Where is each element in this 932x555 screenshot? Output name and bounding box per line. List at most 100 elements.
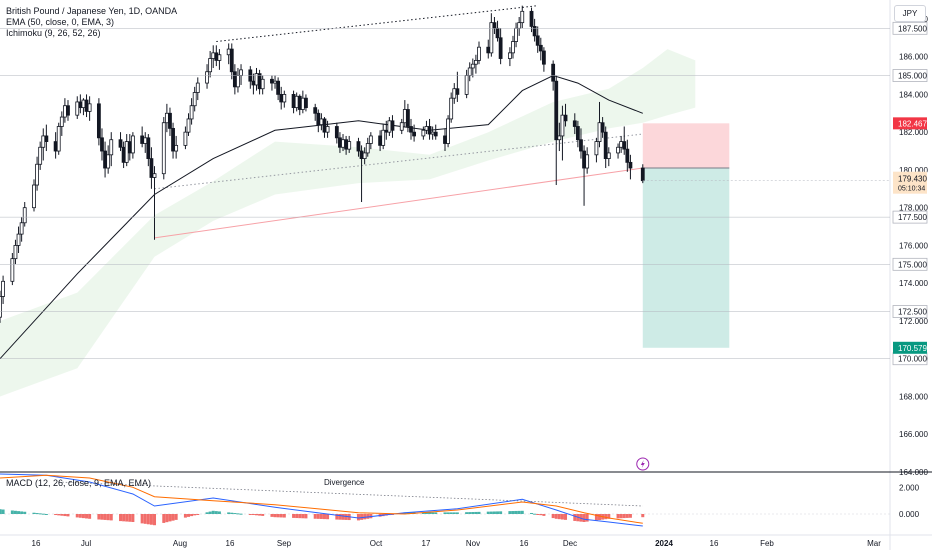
candle-body [616, 146, 620, 154]
candle-body [205, 71, 209, 84]
candle-body [452, 88, 457, 99]
macd-axis-label: 2.000 [899, 483, 920, 492]
macd-hist-bar [499, 511, 503, 514]
candle-body [594, 141, 599, 156]
macd-hist-bar [103, 514, 107, 520]
candle-body [378, 135, 383, 146]
candle-body [464, 75, 469, 95]
symbol-legend[interactable]: British Pound / Japanese Yen, 1D, OANDA [6, 6, 178, 16]
macd-hist-bar [81, 514, 85, 519]
candle-body [470, 63, 475, 69]
candle-body [498, 37, 503, 59]
macd-hist-bar [560, 514, 564, 520]
macd-hist-bar [489, 511, 493, 514]
candle-body [409, 126, 413, 133]
trendline-gray-dotted [154, 133, 643, 190]
price-level-label: 172.500 [898, 308, 927, 317]
candle-body [424, 126, 429, 131]
macd-hist-bar [273, 514, 277, 518]
ema-legend[interactable]: EMA (50, close, 0, EMA, 3) [6, 17, 115, 27]
candle-body [186, 118, 191, 133]
time-axis-label: Sep [277, 539, 292, 548]
candle-body [381, 129, 386, 146]
candle-body [260, 78, 265, 90]
candle-body [390, 120, 395, 131]
candle-body [236, 75, 240, 88]
candle-body [66, 105, 70, 116]
macd-hist-bar [239, 513, 243, 515]
last-price-box [893, 171, 927, 194]
time-axis-label: 16 [520, 539, 529, 548]
candle-body [362, 152, 367, 159]
candle-body [495, 27, 500, 39]
macd-legend[interactable]: MACD (12, 26, close, 9, EMA, EMA) [6, 478, 152, 488]
macd-hist-bar [97, 514, 101, 520]
macd-hist-bar [421, 512, 425, 514]
candle-body [433, 131, 438, 137]
candle-body [319, 118, 324, 126]
macd-hist-bar [622, 514, 626, 519]
macd-hist-bar [431, 512, 435, 514]
macd-hist-bar [446, 512, 450, 514]
candle-body [121, 146, 126, 163]
macd-hist-bar [517, 510, 521, 514]
macd-hist-bar [304, 514, 308, 519]
candle-body [192, 92, 197, 107]
candle-body [270, 78, 274, 84]
macd-hist-bar [214, 511, 218, 514]
macd-hist-bar [356, 514, 360, 521]
macd-hist-bar [452, 512, 456, 514]
price-tick: 180.000 [899, 166, 928, 175]
macd-hist-bar [326, 514, 330, 520]
macd-hist-bar [57, 514, 61, 516]
candle-body [106, 154, 111, 169]
macd-hist-bar [319, 514, 323, 519]
macd-hist-bar [335, 514, 339, 520]
candle-body [22, 207, 27, 224]
candle-body [161, 122, 166, 175]
macd-hist-bar [360, 514, 364, 520]
candle-body [214, 52, 219, 61]
macd-hist-bar [174, 514, 178, 520]
candle-body [582, 150, 586, 169]
macd-hist-bar [477, 511, 481, 514]
macd-hist-bar [625, 514, 629, 518]
macd-hist-bar [585, 514, 589, 522]
candle-body [507, 52, 512, 59]
candle-body [628, 161, 633, 169]
macd-hist-bar [1, 509, 5, 514]
target-label: 170.579 [898, 344, 927, 353]
macd-hist-bar [75, 514, 79, 518]
candle-body [149, 158, 154, 178]
candle-body [427, 126, 432, 135]
macd-hist-bar [471, 512, 475, 514]
candle-body [600, 122, 605, 133]
currency-button[interactable]: JPY [894, 5, 926, 22]
price-tick: 176.000 [899, 241, 928, 250]
candle-body [13, 245, 18, 260]
candle-body [279, 94, 284, 103]
price-level-box [892, 305, 928, 318]
candle-body [532, 26, 537, 37]
candle-body [300, 97, 305, 110]
candle-body [41, 135, 46, 148]
time-axis-label: Feb [760, 539, 774, 548]
ichimoku-legend[interactable]: Ichimoku (9, 26, 52, 26) [6, 28, 101, 38]
macd-hist-bar [616, 514, 620, 519]
macd-hist-bar [20, 511, 24, 514]
candle-body [183, 131, 188, 146]
candle-body [62, 105, 67, 118]
candle-body [622, 141, 627, 150]
time-axis-label: Aug [173, 539, 187, 548]
macd-hist-bar [261, 514, 265, 516]
stop-loss-label-box [893, 117, 927, 130]
macd-hist-bar [17, 511, 21, 514]
price-level-label: 185.000 [898, 72, 927, 81]
candle-body [127, 141, 132, 154]
candle-body [625, 148, 630, 163]
candle-body [217, 54, 222, 61]
macd-hist-bar [54, 514, 58, 516]
macd-hist-bar [233, 513, 237, 515]
